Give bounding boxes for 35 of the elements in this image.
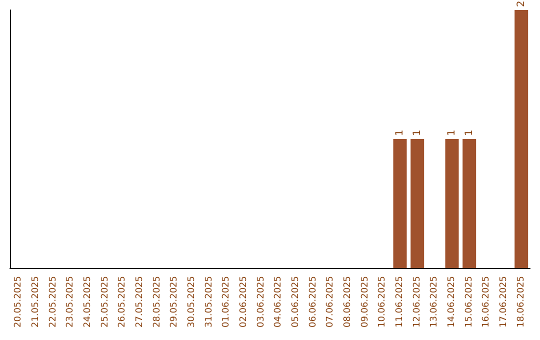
x-tick-label: 23.05.2025 [66, 276, 76, 328]
x-tick-label: 22.05.2025 [48, 276, 58, 328]
x-tick-label: 05.06.2025 [291, 276, 301, 328]
x-tick-label: 01.06.2025 [222, 276, 232, 328]
x-tick-label: 12.06.2025 [412, 276, 422, 328]
x-tick-label: 28.05.2025 [152, 276, 162, 328]
x-tick-label: 17.06.2025 [499, 276, 509, 328]
x-tick-label: 08.06.2025 [343, 276, 353, 328]
x-tick-label: 10.06.2025 [378, 276, 388, 328]
x-tick-label: 04.06.2025 [274, 276, 284, 328]
x-tick-label: 09.06.2025 [360, 276, 370, 328]
data-label: 1 [394, 130, 406, 136]
x-tick-label: 15.06.2025 [464, 276, 474, 328]
x-tick-label: 03.06.2025 [256, 276, 266, 328]
x-tick-label: 25.05.2025 [100, 276, 110, 328]
x-tick-label: 26.05.2025 [118, 276, 128, 328]
x-tick-label: 24.05.2025 [83, 276, 93, 328]
data-label: 2 [516, 0, 527, 7]
x-tick-label: 02.06.2025 [239, 276, 249, 328]
x-tick-label: 14.06.2025 [447, 276, 457, 328]
x-tick-label: 27.05.2025 [135, 276, 145, 328]
x-tick-label: 30.05.2025 [187, 276, 197, 328]
data-label: 1 [464, 130, 475, 136]
x-tick-label: 21.05.2025 [31, 276, 41, 328]
x-tick-label: 31.05.2025 [204, 276, 214, 328]
x-tick-label: 20.05.2025 [14, 276, 24, 328]
x-tick-label: 18.06.2025 [516, 276, 526, 328]
x-tick-label: 29.05.2025 [170, 276, 180, 328]
x-tick-label: 11.06.2025 [395, 276, 405, 328]
x-tick-label: 06.06.2025 [308, 276, 318, 328]
x-tick-label: 13.06.2025 [430, 276, 440, 328]
data-label: 1 [446, 130, 458, 136]
x-tick-label: 16.06.2025 [482, 276, 492, 328]
data-label: 1 [412, 130, 423, 136]
x-tick-label: 07.06.2025 [326, 276, 336, 328]
